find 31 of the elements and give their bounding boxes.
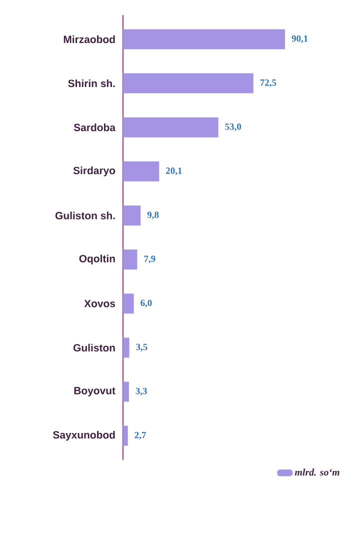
y-tick-label: Guliston bbox=[73, 344, 115, 352]
data-label: 6,0 bbox=[140, 300, 152, 308]
bar bbox=[123, 294, 134, 314]
data-label: 3,5 bbox=[136, 344, 148, 352]
legend-label: mlrd. so‘m bbox=[294, 468, 340, 476]
bar bbox=[123, 161, 160, 182]
bar bbox=[123, 426, 128, 446]
y-tick-label: Oqoltin bbox=[79, 254, 115, 264]
data-label: 20,1 bbox=[166, 168, 182, 176]
data-label: 7,9 bbox=[144, 256, 156, 264]
y-tick-label: Mirzaobod bbox=[64, 35, 115, 44]
bar bbox=[123, 205, 141, 226]
data-label: 53,0 bbox=[225, 123, 242, 132]
data-label: 2,7 bbox=[134, 432, 146, 440]
data-label: 3,3 bbox=[136, 388, 147, 396]
bar bbox=[123, 29, 286, 50]
y-tick-label: Sayxunobod bbox=[53, 430, 115, 441]
y-tick-label: Sardoba bbox=[74, 124, 116, 132]
y-tick-label: Xovos bbox=[84, 300, 116, 308]
bar bbox=[123, 382, 129, 402]
data-label: 90,1 bbox=[292, 35, 308, 44]
bar bbox=[123, 117, 218, 138]
data-label: 72,5 bbox=[260, 79, 276, 88]
y-tick-label: Boyovut bbox=[74, 387, 116, 396]
bar bbox=[123, 73, 254, 94]
y-tick-label: Shirin sh. bbox=[68, 79, 115, 88]
y-tick-label: Sirdaryo bbox=[73, 166, 116, 176]
y-tick-label: Guliston sh. bbox=[55, 212, 115, 220]
data-label: 9,8 bbox=[147, 212, 159, 220]
bar bbox=[123, 250, 138, 270]
bar bbox=[123, 338, 130, 358]
